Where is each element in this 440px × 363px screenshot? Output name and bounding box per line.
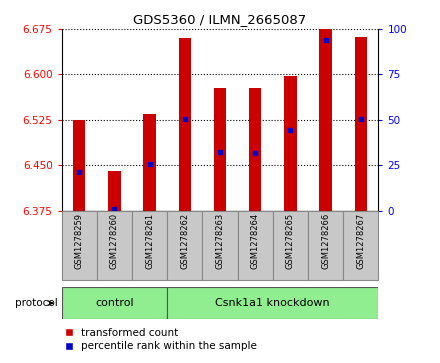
Text: GSM1278259: GSM1278259 bbox=[75, 213, 84, 269]
Bar bbox=[238, 211, 273, 280]
Bar bbox=[214, 88, 226, 211]
Text: control: control bbox=[95, 298, 134, 308]
Text: GSM1278266: GSM1278266 bbox=[321, 213, 330, 269]
Bar bbox=[97, 211, 132, 280]
Bar bbox=[179, 38, 191, 211]
Bar bbox=[62, 287, 167, 319]
Bar bbox=[308, 211, 343, 280]
Bar bbox=[343, 211, 378, 280]
Bar bbox=[108, 171, 121, 211]
Bar bbox=[284, 76, 297, 211]
Bar bbox=[202, 211, 238, 280]
Legend: transformed count, percentile rank within the sample: transformed count, percentile rank withi… bbox=[65, 328, 257, 351]
Text: GSM1278262: GSM1278262 bbox=[180, 213, 189, 269]
Bar bbox=[273, 211, 308, 280]
Text: GSM1278265: GSM1278265 bbox=[286, 213, 295, 269]
Text: protocol: protocol bbox=[15, 298, 58, 308]
Bar bbox=[319, 29, 332, 211]
Bar bbox=[167, 211, 202, 280]
Text: GSM1278261: GSM1278261 bbox=[145, 213, 154, 269]
Bar bbox=[355, 37, 367, 211]
Bar bbox=[249, 88, 261, 211]
Bar bbox=[143, 114, 156, 211]
Bar bbox=[62, 211, 97, 280]
Text: GSM1278263: GSM1278263 bbox=[216, 213, 224, 269]
Bar bbox=[167, 287, 378, 319]
Title: GDS5360 / ILMN_2665087: GDS5360 / ILMN_2665087 bbox=[133, 13, 307, 26]
Text: Csnk1a1 knockdown: Csnk1a1 knockdown bbox=[216, 298, 330, 308]
Bar bbox=[132, 211, 167, 280]
Bar bbox=[73, 120, 85, 211]
Text: GSM1278260: GSM1278260 bbox=[110, 213, 119, 269]
Text: GSM1278267: GSM1278267 bbox=[356, 213, 365, 269]
Text: GSM1278264: GSM1278264 bbox=[251, 213, 260, 269]
